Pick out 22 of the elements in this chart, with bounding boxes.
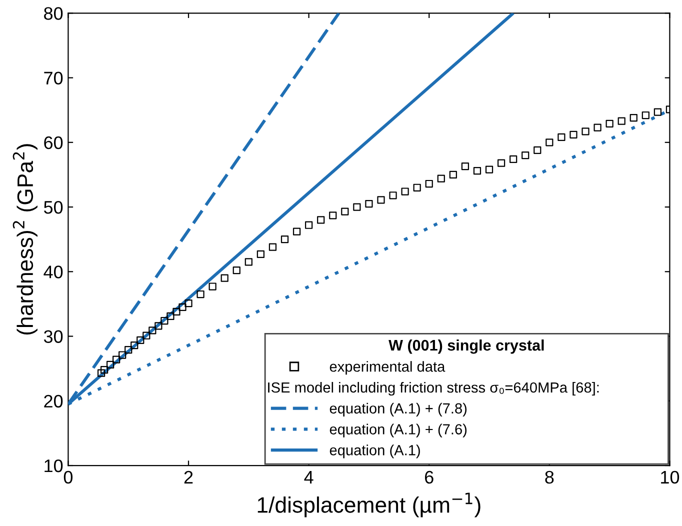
- y-tick-label: 10: [44, 459, 63, 472]
- y-tick-label: 70: [44, 72, 63, 84]
- y-axis-title: (hardness)$^{2}$ (GPa$^{2}$): [12, 144, 38, 335]
- x-axis-title: 1/displacement (µm$^{−1}$): [258, 492, 480, 518]
- y-tick-label: 80: [44, 7, 63, 20]
- legend-label: equation (A.1) + (7.8): [330, 402, 467, 416]
- y-tick-label: 50: [44, 200, 63, 214]
- legend-label: equation (A.1): [330, 444, 420, 458]
- legend-label: equation (A.1) + (7.6): [330, 424, 467, 438]
- y-tick-label: 20: [44, 394, 63, 408]
- x-tick-label: 6: [425, 470, 434, 484]
- legend-title: W (001) single crystal: [388, 339, 544, 354]
- x-tick-label: 0: [64, 470, 73, 484]
- x-tick-label: 2: [184, 470, 193, 484]
- x-tick-label: 8: [545, 470, 554, 484]
- x-tick-label: 4: [304, 471, 314, 484]
- legend-label: experimental data: [330, 361, 446, 375]
- y-tick-label: 30: [44, 330, 63, 343]
- x-tick-label: 10: [661, 470, 680, 484]
- y-tick-label: 40: [44, 266, 63, 278]
- y-tick-label: 60: [44, 136, 63, 150]
- annotation: ISE model including friction stress σ₀=640MPa [68]:: [268, 382, 599, 396]
